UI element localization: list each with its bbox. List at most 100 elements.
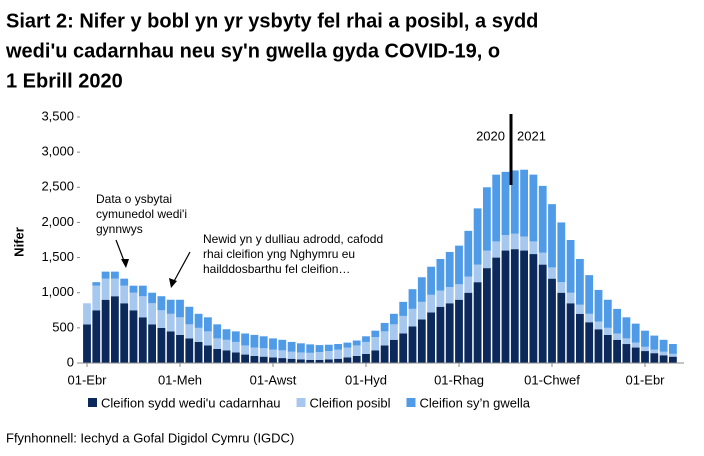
bar-segment (362, 353, 370, 363)
bar-segment (389, 313, 398, 325)
bar-segment (668, 344, 677, 354)
bar-segment (538, 264, 547, 363)
bar-segment (473, 208, 482, 265)
bar-segment (371, 350, 380, 363)
bar-segment (613, 333, 622, 340)
bar-segment (296, 343, 305, 353)
bar-segment (650, 349, 659, 354)
y-tick-label: 3,000 (41, 144, 74, 159)
bar-segment (138, 317, 147, 363)
bar-segment (259, 336, 268, 349)
bar-segment (603, 327, 612, 335)
bar-segment (594, 289, 603, 322)
bar-segment (176, 317, 184, 335)
bar-segment (501, 235, 510, 251)
bar-segment (231, 352, 240, 363)
bar-segment (92, 282, 101, 286)
bar-segment (399, 333, 408, 363)
bar-segment (408, 326, 417, 363)
bar-segment (380, 322, 389, 332)
bar-segment (408, 289, 417, 309)
bar-segment (83, 303, 91, 325)
bar-segment (548, 267, 556, 279)
bar-segment (482, 187, 491, 251)
annotation: gynnwys (96, 222, 143, 236)
bar-segment (417, 319, 426, 363)
bar-segment (650, 353, 659, 363)
bar-segment (408, 308, 417, 327)
bar-segment (203, 331, 212, 346)
year-label: 2020 (476, 128, 505, 143)
bar-segment (259, 348, 268, 357)
bar-segment (427, 312, 436, 363)
bar-segment (231, 331, 240, 342)
bar-segment (631, 347, 640, 363)
bar-segment (157, 327, 166, 363)
bar-segment (371, 336, 380, 351)
bar-segment (650, 335, 659, 350)
y-axis-label: Nifer (11, 227, 26, 257)
bar-segment (641, 346, 649, 352)
y-tick-label: 3,500 (41, 108, 74, 123)
legend-label: Cleifion sydd wedi'u cadarnhau (101, 395, 281, 410)
annotation: cymunedol wedi'i (96, 207, 187, 221)
x-tick-label: 01-Meh (158, 372, 202, 387)
bar-segment (380, 345, 389, 363)
bar-segment (613, 339, 622, 363)
bar-segment (417, 277, 426, 302)
bar-segment (241, 345, 250, 355)
bar-segment (315, 359, 324, 363)
bar-segment (278, 350, 287, 359)
y-tick-label: 2,500 (41, 179, 74, 194)
bar-segment (250, 334, 259, 348)
bar-segment (427, 294, 436, 313)
bar-segment (455, 284, 463, 300)
bar-segment (250, 347, 259, 356)
bar-segment (492, 174, 501, 242)
bar-segment (622, 317, 631, 339)
bar-segment (529, 254, 538, 363)
bar-segment (231, 341, 240, 353)
bar-segment (631, 342, 640, 348)
annotation-arrow (171, 251, 191, 286)
bar-segment (473, 264, 482, 283)
bar-segment (129, 292, 138, 311)
bar-segment (631, 323, 640, 343)
bar-segment (241, 354, 250, 363)
bar-segment (352, 345, 361, 356)
bar-segment (613, 308, 622, 334)
bar-segment (575, 313, 584, 363)
annotation: rhai cleifion yng Nghymru eu (203, 247, 355, 261)
bar-segment (548, 278, 556, 363)
bar-segment (334, 344, 343, 350)
legend-swatch (406, 398, 416, 407)
bar-segment (594, 329, 603, 363)
bar-segment (222, 339, 231, 351)
bar-segment (641, 351, 649, 363)
chart-title: wedi'u cadarnhau neu sy'n gwella gyda CO… (5, 40, 500, 62)
annotation: Data o ysbytai (96, 192, 172, 206)
bar-segment (380, 331, 389, 346)
bar-segment (575, 304, 584, 314)
bar-segment (194, 327, 203, 342)
bar-segment (622, 338, 631, 345)
y-tick-label: 1,500 (41, 249, 74, 264)
bar-segment (399, 315, 408, 334)
bar-segment (622, 344, 631, 363)
bar-segment (176, 334, 184, 363)
bar-segment (659, 355, 668, 363)
bar-segment (445, 287, 454, 304)
bar-segment (110, 271, 119, 279)
bar-segment (501, 171, 510, 236)
bar-segment (436, 258, 445, 291)
bar-segment (157, 310, 166, 328)
bar-segment (194, 313, 203, 328)
bar-segment (585, 322, 594, 363)
y-tick-label: 500 (52, 319, 74, 334)
bar-segment (203, 345, 212, 363)
bar-segment (594, 321, 603, 330)
arrow-head (169, 278, 177, 288)
bar-segment (575, 258, 584, 305)
y-tick-label: 1,000 (41, 284, 74, 299)
